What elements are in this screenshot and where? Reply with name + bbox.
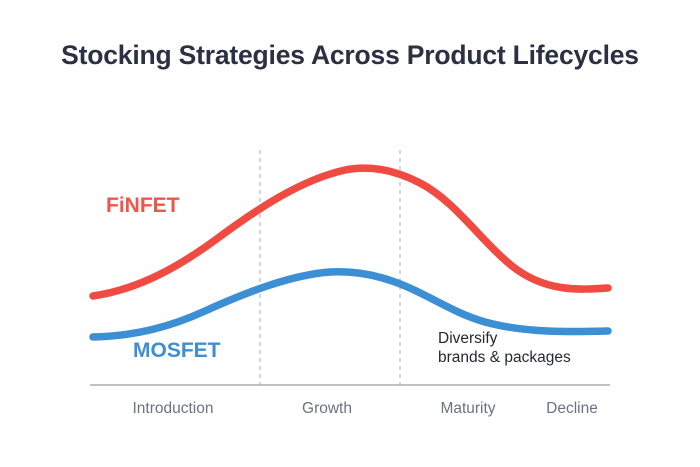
x-tick-label-growth: Growth	[302, 400, 352, 417]
series-line-mosfet	[89, 268, 612, 341]
x-tick-label-decline: Decline	[546, 400, 598, 417]
series-line-finfet	[89, 164, 612, 300]
x-tick-label-introduction: Introduction	[132, 400, 214, 417]
series-label-finfet: FiNFET	[106, 194, 180, 217]
annotation-maturity-strategy: Diversify brands & packages	[438, 329, 571, 367]
chart-title: Stocking Strategies Across Product Lifec…	[61, 40, 639, 70]
x-tick-label-maturity: Maturity	[440, 400, 496, 417]
annotation-line-2: brands & packages	[438, 349, 571, 366]
series-label-mosfet: MOSFET	[133, 339, 221, 362]
annotation-line-1: Diversify	[438, 330, 498, 347]
